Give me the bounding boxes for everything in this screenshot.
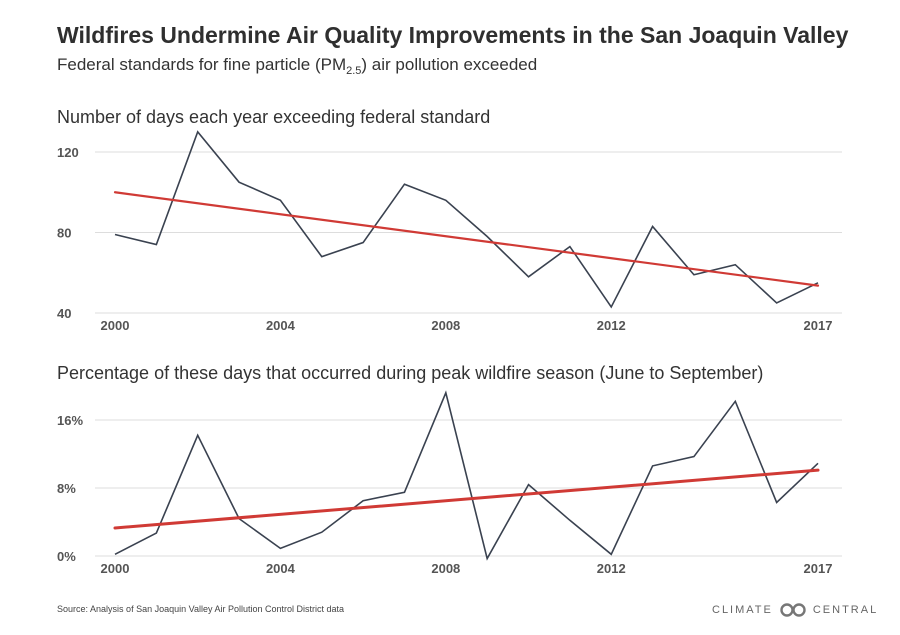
x-tick-label: 2004 xyxy=(266,561,296,576)
series-line xyxy=(114,130,819,309)
trend-line xyxy=(113,468,820,530)
y-tick-label: 120 xyxy=(57,145,79,160)
x-tick-label: 2008 xyxy=(431,561,460,576)
subtitle-text: Federal standards for fine particle (PM xyxy=(57,55,347,74)
x-tick-label: 2012 xyxy=(597,561,626,576)
source-note: Source: Analysis of San Joaquin Valley A… xyxy=(57,604,344,614)
panel-title-days: Number of days each year exceeding feder… xyxy=(57,107,491,127)
logo-text-right: CENTRAL xyxy=(812,604,879,616)
x-tick-label: 2004 xyxy=(266,318,296,333)
subtitle-subscript: 2.5 xyxy=(346,65,362,77)
x-tick-label: 2017 xyxy=(804,318,833,333)
y-tick-label: 80 xyxy=(57,226,71,241)
logo-rings-icon xyxy=(780,603,806,617)
series-line xyxy=(114,390,819,561)
chart-subtitle: Federal standards for fine particle (PM2… xyxy=(57,55,537,77)
y-tick-label: 8% xyxy=(57,481,76,496)
x-tick-label: 2008 xyxy=(431,318,460,333)
y-tick-label: 0% xyxy=(57,549,76,564)
subtitle-text-end: ) air pollution exceeded xyxy=(361,55,538,74)
chart-title: Wildfires Undermine Air Quality Improvem… xyxy=(57,22,849,48)
x-tick-label: 2000 xyxy=(101,561,130,576)
trend-line xyxy=(113,191,820,287)
x-tick-label: 2012 xyxy=(597,318,626,333)
days-exceeding-chart: 40 80 120 2000 2004 2008 2012 2017 xyxy=(57,130,842,333)
y-tick-label: 16% xyxy=(57,413,83,428)
panel-title-percentage: Percentage of these days that occurred d… xyxy=(57,363,764,383)
climate-central-logo: CLIMATE CENTRAL xyxy=(712,602,878,618)
y-tick-label: 40 xyxy=(57,306,71,321)
source-label: Source: xyxy=(57,604,89,614)
x-tick-label: 2000 xyxy=(101,318,130,333)
x-tick-label: 2017 xyxy=(804,561,833,576)
wildfire-season-percentage-chart: 0% 8% 16% 2000 2004 2008 2012 2017 xyxy=(57,390,842,576)
logo-text-left: CLIMATE xyxy=(712,604,773,616)
source-text: Analysis of San Joaquin Valley Air Pollu… xyxy=(90,604,345,614)
